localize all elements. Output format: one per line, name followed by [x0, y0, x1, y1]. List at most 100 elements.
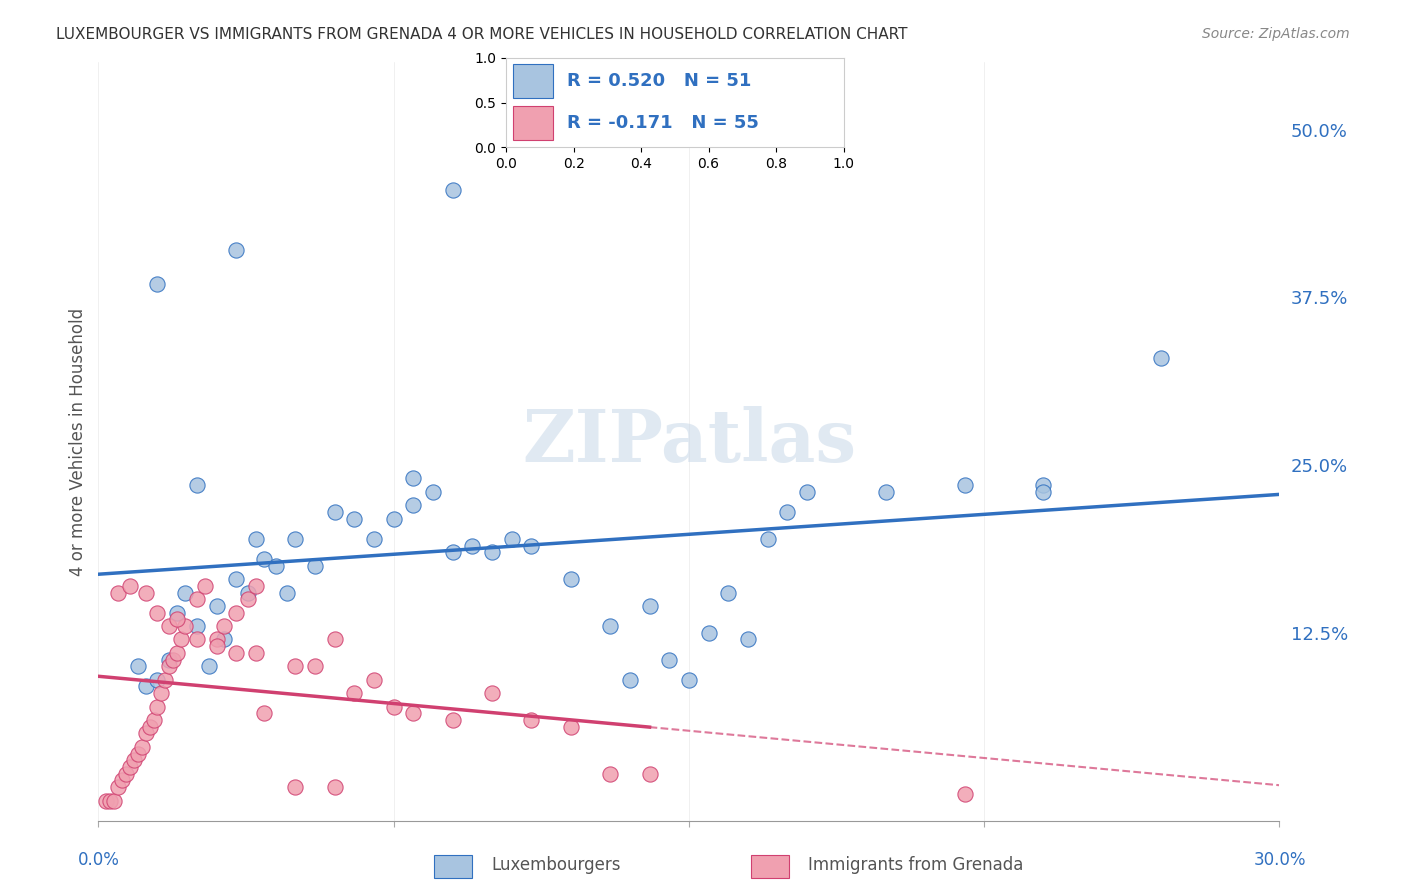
Y-axis label: 4 or more Vehicles in Household: 4 or more Vehicles in Household: [69, 308, 87, 575]
Point: [363, 532, 385, 546]
Point: [323, 780, 346, 794]
Point: [186, 592, 208, 607]
Point: [103, 793, 125, 807]
Point: [343, 686, 366, 700]
Point: [441, 183, 464, 197]
Point: [323, 505, 346, 519]
Text: Source: ZipAtlas.com: Source: ZipAtlas.com: [1202, 27, 1350, 41]
Point: [599, 619, 621, 633]
Point: [146, 277, 169, 291]
Point: [166, 606, 188, 620]
Point: [253, 706, 276, 721]
Point: [225, 244, 247, 258]
Point: [142, 713, 165, 727]
Point: [796, 484, 818, 499]
Point: [402, 471, 425, 485]
Point: [638, 766, 661, 780]
Point: [658, 652, 681, 666]
Point: [245, 532, 267, 546]
Text: ZIPatlas: ZIPatlas: [522, 406, 856, 477]
Point: [135, 726, 157, 740]
Point: [146, 606, 169, 620]
Point: [98, 793, 121, 807]
Point: [157, 619, 180, 633]
Point: [304, 659, 326, 673]
Point: [501, 532, 523, 546]
Point: [115, 766, 138, 780]
Point: [174, 619, 197, 633]
Point: [363, 673, 385, 687]
Point: [214, 632, 236, 647]
Point: [150, 686, 173, 700]
Point: [520, 713, 543, 727]
Point: [111, 773, 134, 788]
Point: [284, 780, 307, 794]
FancyBboxPatch shape: [513, 106, 554, 140]
Point: [157, 659, 180, 673]
Point: [146, 673, 169, 687]
FancyBboxPatch shape: [513, 64, 554, 98]
Point: [776, 505, 799, 519]
Point: [127, 747, 149, 761]
Point: [107, 585, 129, 599]
Point: [253, 552, 276, 566]
Point: [382, 699, 405, 714]
Point: [756, 532, 779, 546]
Point: [157, 652, 180, 666]
Point: [402, 706, 425, 721]
Point: [461, 539, 484, 553]
Point: [520, 539, 543, 553]
Point: [737, 632, 759, 647]
Point: [875, 484, 897, 499]
Point: [1150, 351, 1173, 365]
Text: R = 0.520   N = 51: R = 0.520 N = 51: [567, 72, 751, 90]
Point: [146, 699, 169, 714]
Point: [1032, 478, 1054, 492]
Point: [619, 673, 641, 687]
Point: [284, 659, 307, 673]
Point: [276, 585, 298, 599]
Point: [186, 478, 208, 492]
Point: [245, 579, 267, 593]
Point: [264, 558, 287, 573]
Point: [138, 720, 160, 734]
Point: [166, 646, 188, 660]
Point: [697, 625, 720, 640]
Point: [1032, 484, 1054, 499]
Point: [225, 606, 247, 620]
Point: [155, 673, 177, 687]
Point: [284, 532, 307, 546]
Point: [678, 673, 700, 687]
Point: [481, 545, 503, 559]
FancyBboxPatch shape: [434, 855, 472, 878]
Point: [107, 780, 129, 794]
Point: [166, 612, 188, 626]
Point: [717, 585, 740, 599]
Point: [481, 686, 503, 700]
Point: [122, 753, 145, 767]
Point: [441, 545, 464, 559]
Point: [560, 572, 582, 586]
Point: [127, 659, 149, 673]
Point: [205, 632, 228, 647]
Text: 30.0%: 30.0%: [1253, 851, 1306, 869]
Point: [170, 632, 193, 647]
Point: [225, 572, 247, 586]
Point: [236, 592, 259, 607]
Point: [599, 766, 621, 780]
Text: Immigrants from Grenada: Immigrants from Grenada: [808, 856, 1024, 874]
Point: [560, 720, 582, 734]
Point: [214, 619, 236, 633]
Point: [205, 639, 228, 653]
Point: [236, 585, 259, 599]
Point: [953, 478, 976, 492]
Point: [118, 760, 141, 774]
Point: [304, 558, 326, 573]
Point: [194, 579, 217, 593]
Point: [225, 646, 247, 660]
Point: [382, 512, 405, 526]
Point: [402, 498, 425, 512]
Point: [422, 484, 444, 499]
Point: [96, 793, 118, 807]
Point: [135, 585, 157, 599]
